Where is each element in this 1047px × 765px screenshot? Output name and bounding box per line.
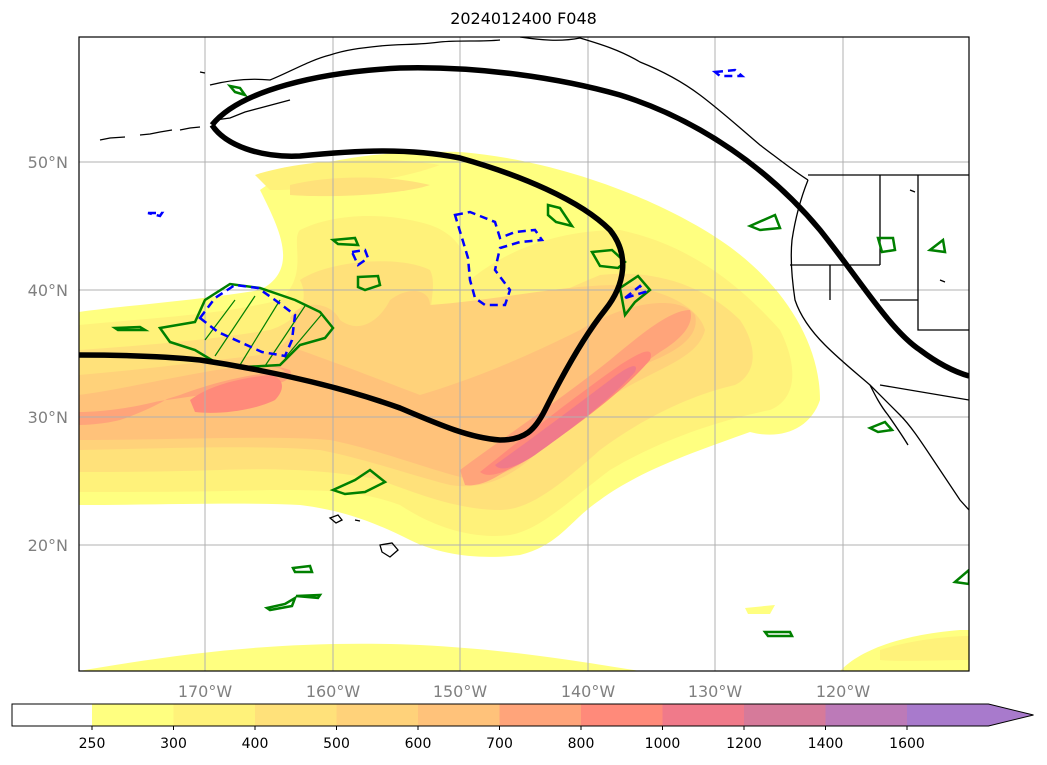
lat-label-50n: 50°N [28,153,68,172]
pos-contour-d [356,274,382,292]
pos-contour-c [329,236,360,247]
pos-contour-central-pacific [157,282,335,369]
pos-contour-b [226,84,249,98]
coastlines [99,37,969,558]
alaska-coast [209,37,809,181]
neg-contour-b [711,68,746,78]
lon-label-170w: 170°W [178,682,233,701]
neg-contour-c [147,211,165,218]
pos-contour-m [263,595,298,612]
colorbar-swatch [581,704,663,726]
pos-contour-i [876,236,897,254]
colorbar-tick-label: 700 [486,736,513,752]
colorbar-outline [11,703,1034,727]
lon-label-120w: 120°W [816,682,871,701]
pos-contour-n [295,593,323,600]
aleutian-chain [99,99,291,141]
pos-contour-e [546,203,575,228]
colorbar-swatch [825,704,908,726]
jet-contour-loop [79,123,626,443]
colorbar-tick-label: 1200 [726,736,762,752]
shade-level-700-c [79,366,285,412]
lon-label-140w: 140°W [561,682,616,701]
colorbar-tick-label: 1600 [889,736,925,752]
map-frame [78,36,970,672]
colorbar-swatch [499,704,582,726]
colorbar-tick-label: 300 [160,736,187,752]
colorbar-swatch [662,704,745,726]
lon-label-160w: 160°W [306,682,361,701]
colorbar-swatch [744,704,826,726]
shade-level-250-islet [745,605,775,614]
gulf-islands [199,71,946,283]
jet-contour-upper [209,65,969,379]
hawaii-islands [328,514,399,558]
colorbar-tick-label: 1000 [645,736,681,752]
shaded-field [79,151,969,671]
lat-label-20n: 20°N [28,536,68,555]
pos-contour-p [952,568,969,586]
map-title: 2024012400 F048 [450,9,597,28]
lat-label-40n: 40°N [28,281,68,300]
lon-label-130w: 130°W [688,682,743,701]
colorbar-swatch [92,704,174,726]
colorbar-swatch [12,704,93,726]
colorbar-extend-arrow [988,704,1034,726]
jet-contour [79,65,969,443]
colorbar-tick-label: 400 [242,736,269,752]
colorbar-swatch [173,704,256,726]
graticule [79,37,969,671]
na-west-coast [790,179,969,511]
colorbar-tick-label: 1400 [808,736,844,752]
colorbar-swatch [907,704,989,726]
pos-contour-a [111,325,150,332]
colorbar-swatch [418,704,500,726]
colorbar-swatch [255,704,337,726]
pos-contour-k [329,468,388,496]
shade-level-300-c [880,636,969,661]
pos-contour-o [866,420,895,434]
lon-label-150w: 150°W [433,682,488,701]
colorbar-tick-label: 600 [405,736,432,752]
pos-contour-q [762,630,795,638]
shade-level-250-south [79,643,640,671]
shade-level-800 [190,375,282,413]
pos-contour-g [618,274,652,318]
baja-coast [869,384,909,446]
mexico-border [879,384,969,401]
neg-contour-north-central [453,210,545,307]
colorbar-tick-label: 250 [79,736,106,752]
colorbar: 250 300 400 500 600 700 800 1000 1200 1400 1600 [11,703,1034,752]
positive-contours [111,84,969,638]
lat-label-30n: 30°N [28,408,68,427]
pos-contour-l [291,564,314,574]
us-state-lines [790,175,969,331]
colorbar-tick-label: 800 [568,736,595,752]
hatched-region [204,295,323,367]
neg-contour-central-pacific [198,283,297,358]
colorbar-tick-label: 500 [323,736,350,752]
negative-contours [147,68,746,358]
pos-contour-j [926,237,947,254]
colorbar-swatch [336,704,419,726]
shade-level-400-b [290,177,430,197]
shade-level-700 [79,365,291,425]
shade-level-300-b [255,159,440,190]
pos-contour-h [746,213,782,232]
